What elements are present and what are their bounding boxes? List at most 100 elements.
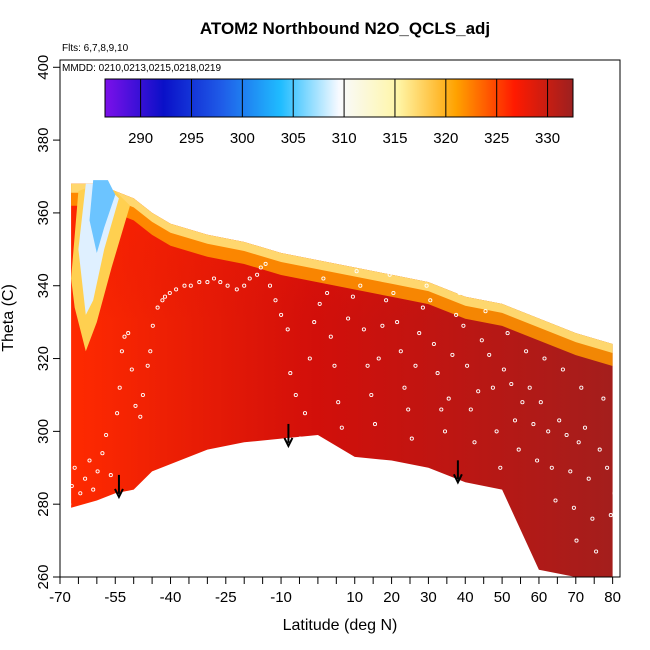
sample-point bbox=[148, 349, 153, 354]
sample-point bbox=[167, 290, 172, 296]
sample-point bbox=[435, 371, 440, 376]
sample-point bbox=[538, 400, 543, 405]
sample-point bbox=[145, 363, 150, 368]
sample-point bbox=[69, 483, 74, 489]
colorbar-tick-label: 300 bbox=[230, 130, 255, 147]
sample-point bbox=[615, 458, 620, 463]
sample-point bbox=[512, 418, 518, 423]
sample-point bbox=[188, 283, 193, 288]
sample-point bbox=[605, 465, 610, 470]
sample-point bbox=[225, 283, 230, 288]
colorbar-tick-label: 325 bbox=[484, 130, 509, 147]
sample-point bbox=[285, 327, 290, 332]
sample-point bbox=[490, 385, 495, 390]
sample-point bbox=[336, 400, 341, 405]
y-tick-label: 380 bbox=[35, 128, 52, 153]
sample-point bbox=[182, 283, 187, 288]
flights-note: Flts: 6,7,8,9,10 bbox=[62, 43, 129, 54]
sample-point bbox=[273, 298, 278, 303]
colorbar-tick-label: 295 bbox=[179, 130, 204, 147]
sample-point bbox=[358, 283, 363, 288]
y-tick-label: 340 bbox=[35, 273, 52, 298]
sample-point bbox=[409, 436, 414, 441]
arrow-head bbox=[453, 473, 463, 485]
sample-point bbox=[376, 356, 381, 361]
sample-point bbox=[535, 458, 540, 463]
sample-point bbox=[468, 407, 473, 412]
sample-point bbox=[612, 491, 617, 496]
x-tick-label: 30 bbox=[420, 589, 437, 606]
sample-point bbox=[560, 367, 565, 372]
sample-point bbox=[365, 363, 370, 368]
sample-point bbox=[391, 290, 396, 296]
x-tick-label: 70 bbox=[567, 589, 584, 606]
sample-point bbox=[557, 418, 562, 423]
sample-point bbox=[91, 487, 96, 492]
sample-point bbox=[95, 469, 100, 474]
y-tick-label: 280 bbox=[35, 492, 52, 517]
sample-point bbox=[78, 491, 83, 496]
sample-point bbox=[115, 411, 120, 416]
sample-point bbox=[420, 305, 425, 310]
sample-point bbox=[574, 538, 579, 543]
sample-point bbox=[553, 498, 558, 503]
sample-point bbox=[67, 502, 72, 507]
sample-point bbox=[174, 287, 179, 292]
sample-point bbox=[531, 422, 536, 427]
x-tick-label: -55 bbox=[104, 589, 126, 606]
colorbar-tick-label: 310 bbox=[332, 130, 357, 147]
sample-point bbox=[361, 327, 366, 332]
sample-point bbox=[582, 425, 588, 430]
sample-point bbox=[439, 407, 444, 412]
sample-point bbox=[387, 272, 392, 277]
sample-point bbox=[293, 392, 298, 398]
sample-point bbox=[479, 338, 484, 343]
sample-point bbox=[302, 411, 308, 416]
y-tick-label: 300 bbox=[35, 419, 52, 444]
sample-point bbox=[317, 301, 322, 306]
sample-point bbox=[417, 331, 422, 336]
sample-point bbox=[501, 367, 506, 372]
sample-point bbox=[129, 367, 134, 372]
sample-point bbox=[461, 323, 466, 328]
sample-point bbox=[498, 465, 503, 470]
x-tick-label: -25 bbox=[215, 589, 237, 606]
x-tick-label: 40 bbox=[457, 589, 474, 606]
sample-point bbox=[328, 334, 333, 339]
sample-point bbox=[576, 440, 581, 445]
sample-point bbox=[133, 403, 138, 408]
x-axis: -70 -55 -40 -25 -10 10 20 30 40 50 60 70 80 bbox=[49, 577, 621, 606]
southern-blue-zone bbox=[89, 180, 116, 253]
x-tick-label: -70 bbox=[49, 589, 71, 606]
sample-point bbox=[155, 305, 160, 310]
colorbar-tick-label: 305 bbox=[281, 130, 306, 147]
sample-point bbox=[234, 287, 239, 292]
sample-point bbox=[494, 429, 499, 434]
sample-points bbox=[67, 261, 620, 554]
sample-point bbox=[542, 356, 547, 361]
y-axis: 260 280 300 320 340 360 380 400 bbox=[35, 55, 60, 590]
sample-point bbox=[150, 323, 155, 328]
sample-point bbox=[138, 414, 143, 419]
sample-point bbox=[279, 312, 284, 317]
sample-point bbox=[590, 516, 595, 521]
sample-point bbox=[354, 269, 359, 274]
chart-title: ATOM2 Northbound N2O_QCLS_adj bbox=[200, 19, 490, 38]
sample-point bbox=[472, 440, 477, 445]
sample-point bbox=[350, 294, 355, 299]
surface-orange-fringe bbox=[71, 183, 613, 366]
plot-frame bbox=[59, 59, 621, 578]
sample-point bbox=[524, 349, 529, 354]
sample-point bbox=[546, 429, 551, 434]
colorbar bbox=[104, 78, 574, 118]
y-tick-label: 320 bbox=[35, 346, 52, 371]
sample-point bbox=[586, 476, 591, 481]
sample-point bbox=[369, 392, 374, 398]
sample-point bbox=[197, 280, 202, 285]
sample-point bbox=[346, 316, 351, 321]
sample-point bbox=[108, 473, 113, 478]
sample-point bbox=[398, 349, 403, 354]
sample-point bbox=[339, 425, 344, 430]
sample-point bbox=[431, 341, 436, 347]
